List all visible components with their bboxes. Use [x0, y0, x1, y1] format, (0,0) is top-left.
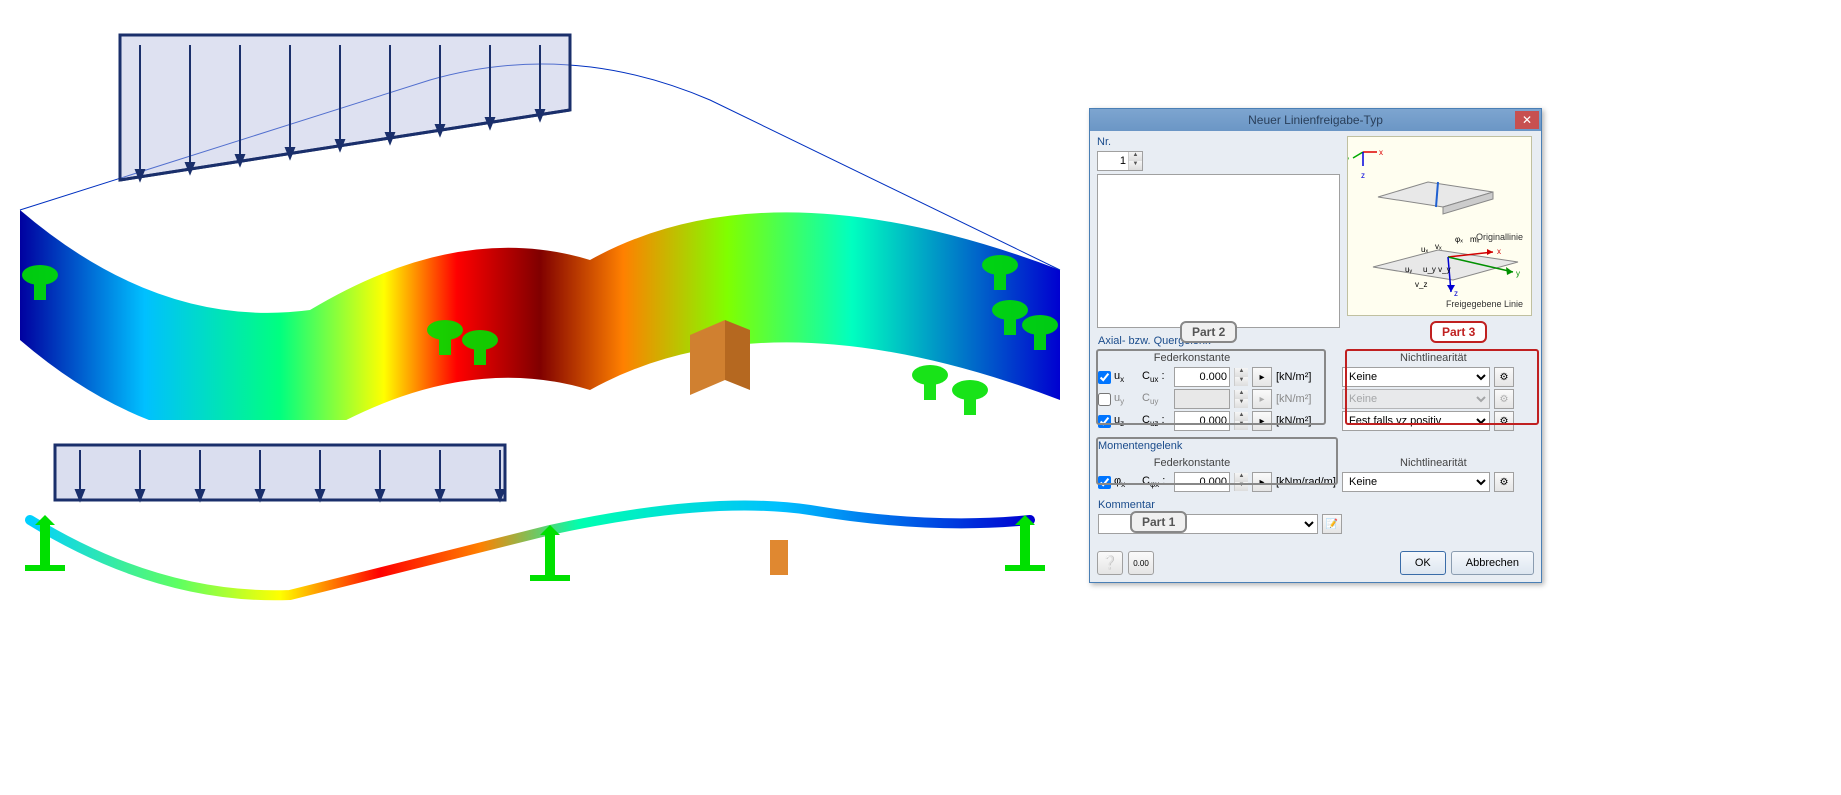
check-ux[interactable]: [1098, 371, 1111, 384]
callout-part1: Part 1: [1130, 511, 1187, 533]
svg-text:u_y v_y: u_y v_y: [1423, 265, 1451, 274]
edit-nonlin-uz[interactable]: ⚙: [1494, 411, 1514, 431]
preview-label-original: Originallinie: [1476, 232, 1523, 242]
moment-title: Momentengelenk: [1098, 440, 1533, 452]
dialog-titlebar[interactable]: Neuer Linienfreigabe-Typ ✕: [1090, 109, 1541, 131]
spin-down-uy: ▼: [1234, 399, 1248, 408]
nonlin-uy: Keine: [1342, 389, 1490, 409]
fem-visualization: [0, 0, 1080, 620]
label-uy: uy: [1114, 392, 1124, 406]
units-button[interactable]: 0.00: [1128, 551, 1154, 575]
clabel-uy: Cuy: [1142, 392, 1170, 406]
step-btn-uy: ▸: [1252, 389, 1272, 409]
clabel-phix: Cφx :: [1142, 475, 1170, 489]
row-phix: φx Cφx : ▲▼ ▸ [kNm/rad/m] Keine ⚙: [1098, 471, 1533, 493]
svg-text:z: z: [1361, 171, 1365, 180]
description-area[interactable]: [1097, 174, 1340, 328]
nr-label: Nr.: [1097, 136, 1340, 148]
step-btn-phix[interactable]: ▸: [1252, 472, 1272, 492]
spin-down-uz[interactable]: ▼: [1234, 421, 1248, 430]
preview-label-freigegeben: Freigegebene Linie: [1446, 299, 1523, 309]
spin-up-uy: ▲: [1234, 390, 1248, 399]
callout-part2: Part 2: [1180, 321, 1237, 343]
spin-down-ux[interactable]: ▼: [1234, 377, 1248, 386]
svg-text:vₓ: vₓ: [1435, 242, 1442, 251]
label-uz: uz: [1114, 414, 1124, 428]
row-ux: ux Cux : ▲▼ ▸ [kN/m²] Keine ⚙: [1098, 366, 1533, 388]
check-uz[interactable]: [1098, 415, 1111, 428]
value-phix[interactable]: [1174, 472, 1230, 492]
step-btn-uz[interactable]: ▸: [1252, 411, 1272, 431]
deformed-beam-2d: [10, 440, 1070, 610]
nr-spin-down[interactable]: ▼: [1128, 161, 1142, 170]
moment-const-header: Federkonstante: [1142, 457, 1242, 469]
clabel-uz: Cuz :: [1142, 414, 1170, 428]
label-ux: ux: [1114, 370, 1124, 384]
edit-nonlin-phix[interactable]: ⚙: [1494, 472, 1514, 492]
help-button[interactable]: ❔: [1097, 551, 1123, 575]
row-uz: uz Cuz : ▲▼ ▸ [kN/m²] Fest falls vz posi…: [1098, 410, 1533, 432]
spin-up-uz[interactable]: ▲: [1234, 412, 1248, 421]
check-phix[interactable]: [1098, 476, 1111, 489]
step-btn-ux[interactable]: ▸: [1252, 367, 1272, 387]
svg-text:v_z: v_z: [1415, 280, 1427, 289]
nr-input[interactable]: [1098, 152, 1128, 170]
moment-group: Momentengelenk Federkonstante Nichtlinea…: [1097, 439, 1534, 494]
label-phix: φx: [1114, 475, 1125, 489]
axial-group: Axial- bzw. Quergelenk Federkonstante Ni…: [1097, 334, 1534, 433]
unit-uz: [kN/m²]: [1276, 415, 1338, 427]
unit-ux: [kN/m²]: [1276, 371, 1338, 383]
edit-nonlin-ux[interactable]: ⚙: [1494, 367, 1514, 387]
line-release-type-dialog: Neuer Linienfreigabe-Typ ✕ Nr. ▲ ▼: [1089, 108, 1542, 583]
axial-const-header: Federkonstante: [1142, 352, 1242, 364]
moment-nonlin-header: Nichtlinearität: [1400, 457, 1490, 469]
value-uz[interactable]: [1174, 411, 1230, 431]
release-preview-image: x y z x: [1347, 136, 1532, 316]
unit-phix: [kNm/rad/m]: [1276, 476, 1338, 488]
nr-spinbox[interactable]: ▲ ▼: [1097, 151, 1143, 171]
svg-text:uᵧ: uᵧ: [1405, 265, 1412, 274]
ok-button[interactable]: OK: [1400, 551, 1446, 575]
nonlin-ux[interactable]: Keine: [1342, 367, 1490, 387]
nr-spin-up[interactable]: ▲: [1128, 152, 1142, 161]
nonlin-phix[interactable]: Keine: [1342, 472, 1490, 492]
callout-part3: Part 3: [1430, 321, 1487, 343]
svg-text:uₓ: uₓ: [1421, 245, 1428, 254]
nonlin-uz[interactable]: Fest falls vz positiv: [1342, 411, 1490, 431]
clabel-ux: Cux :: [1142, 370, 1170, 384]
edit-nonlin-uy: ⚙: [1494, 389, 1514, 409]
svg-text:z: z: [1454, 289, 1458, 298]
spin-down-phix[interactable]: ▼: [1234, 482, 1248, 491]
svg-text:φₓ: φₓ: [1455, 235, 1463, 244]
dialog-title: Neuer Linienfreigabe-Typ: [1090, 113, 1541, 127]
svg-text:y: y: [1348, 155, 1349, 164]
kommentar-edit-btn[interactable]: 📝: [1322, 514, 1342, 534]
spin-up-phix[interactable]: ▲: [1234, 473, 1248, 482]
axial-nonlin-header: Nichtlinearität: [1400, 352, 1490, 364]
svg-text:y: y: [1516, 269, 1520, 278]
kommentar-label: Kommentar: [1098, 499, 1533, 511]
close-button[interactable]: ✕: [1515, 111, 1539, 129]
value-uy: [1174, 389, 1230, 409]
spin-up-ux[interactable]: ▲: [1234, 368, 1248, 377]
unit-uy: [kN/m²]: [1276, 393, 1338, 405]
svg-text:x: x: [1379, 148, 1383, 157]
svg-text:x: x: [1497, 247, 1501, 256]
value-ux[interactable]: [1174, 367, 1230, 387]
row-uy: uy Cuy ▲▼ ▸ [kN/m²] Keine ⚙: [1098, 388, 1533, 410]
cancel-button[interactable]: Abbrechen: [1451, 551, 1534, 575]
deformed-plate-3d: [10, 20, 1070, 420]
check-uy[interactable]: [1098, 393, 1111, 406]
